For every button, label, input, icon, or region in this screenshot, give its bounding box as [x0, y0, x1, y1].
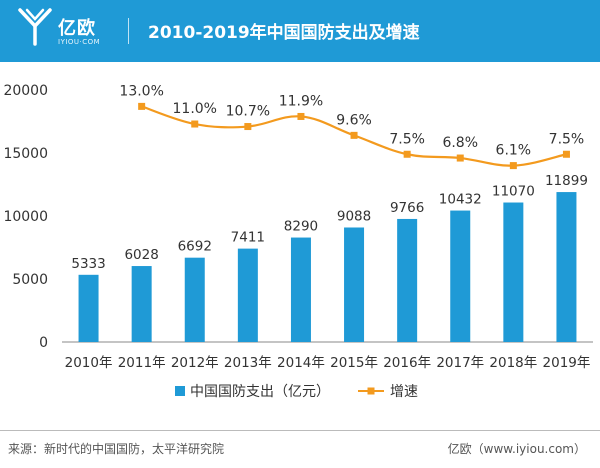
bar-value-label: 11899 — [545, 173, 588, 189]
bar-defense-spending — [78, 274, 99, 342]
credit-text: 亿欧（www.iyiou.com） — [447, 442, 586, 456]
bar-defense-spending — [397, 218, 418, 342]
y-tick-label: 0 — [39, 335, 48, 351]
legend-bar-label: 中国国防支出（亿元） — [190, 384, 330, 400]
growth-rate-label: 10.7% — [226, 104, 270, 120]
x-tick-label: 2011年 — [118, 355, 166, 371]
bar-value-label: 11070 — [492, 184, 535, 200]
source-text: 来源：新时代的中国国防，太平洋研究院 — [8, 442, 225, 456]
bar-value-label: 9088 — [337, 208, 371, 224]
bar-defense-spending — [237, 248, 258, 342]
x-tick-label: 2017年 — [436, 355, 484, 371]
bar-defense-spending — [556, 192, 577, 342]
bar-value-label: 5333 — [71, 256, 105, 272]
growth-rate-label: 9.6% — [336, 112, 372, 128]
growth-rate-marker — [350, 131, 358, 139]
bar-value-label: 8290 — [284, 219, 318, 235]
bar-defense-spending — [184, 257, 205, 342]
growth-rate-label: 7.5% — [549, 131, 585, 147]
bar-value-label: 7411 — [231, 230, 265, 246]
growth-rate-marker — [138, 102, 146, 110]
y-tick-label: 10000 — [3, 209, 48, 225]
footer-divider — [0, 430, 600, 431]
y-tick-label: 20000 — [3, 83, 48, 99]
legend-line-marker — [367, 387, 375, 395]
growth-rate-label: 7.5% — [389, 131, 425, 147]
growth-rate-marker — [403, 150, 411, 158]
logo-domain: IYIOU·COM — [58, 38, 101, 46]
y-tick-label: 15000 — [3, 146, 48, 162]
bar-value-label: 6028 — [124, 247, 158, 263]
brand-logo: 亿欧 IYIOU·COM — [18, 6, 118, 56]
growth-rate-label: 13.0% — [119, 83, 163, 99]
growth-rate-marker — [244, 123, 252, 131]
x-tick-label: 2012年 — [171, 355, 219, 371]
growth-rate-label: 6.8% — [442, 135, 478, 151]
bar-value-label: 9766 — [390, 200, 424, 216]
x-tick-label: 2015年 — [330, 355, 378, 371]
x-tick-label: 2013年 — [224, 355, 272, 371]
x-tick-label: 2014年 — [277, 355, 325, 371]
legend-bar-swatch — [175, 386, 185, 396]
growth-rate-marker — [509, 162, 517, 170]
growth-rate-marker — [297, 112, 305, 120]
bar-defense-spending — [290, 237, 311, 342]
y-tick-label: 5000 — [12, 272, 48, 288]
growth-rate-marker — [562, 150, 570, 158]
growth-rate-label: 6.1% — [496, 143, 532, 159]
x-tick-label: 2018年 — [489, 355, 537, 371]
growth-rate-label: 11.9% — [279, 93, 323, 109]
x-tick-label: 2010年 — [65, 355, 113, 371]
growth-rate-marker — [456, 154, 464, 162]
header-divider — [128, 18, 129, 44]
logo-name: 亿欧 — [58, 18, 96, 39]
bar-defense-spending — [344, 227, 365, 342]
page-title: 2010-2019年中国国防支出及增速 — [148, 23, 420, 43]
growth-rate-marker — [191, 120, 199, 128]
bar-value-label: 10432 — [439, 192, 482, 208]
bar-defense-spending — [131, 266, 152, 342]
legend-line-label: 增速 — [390, 384, 418, 400]
bar-defense-spending — [503, 202, 524, 342]
x-tick-label: 2016年 — [383, 355, 431, 371]
header-banner: 亿欧 IYIOU·COM 2010-2019年中国国防支出及增速 — [0, 0, 600, 62]
growth-rate-label: 11.0% — [173, 101, 217, 117]
bar-value-label: 6692 — [178, 239, 212, 255]
x-tick-label: 2019年 — [543, 355, 591, 371]
bar-defense-spending — [450, 210, 471, 342]
chart-area: 0 5000 10000 15000 20000 5333 2010年 6028 2011年 66… — [3, 83, 593, 400]
y-logo-icon — [18, 8, 52, 46]
